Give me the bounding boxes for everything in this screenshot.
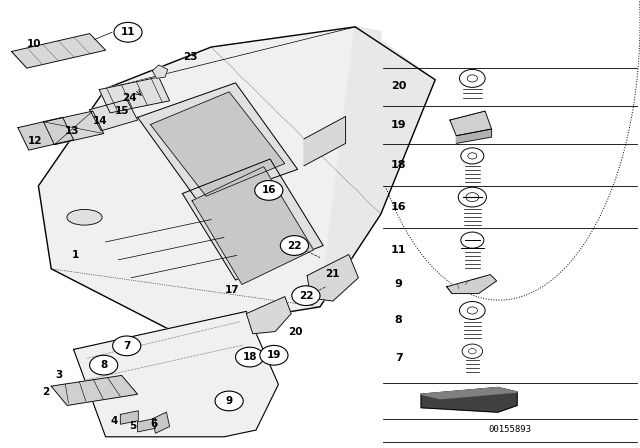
Text: 20: 20 [391, 82, 406, 91]
Polygon shape [152, 65, 168, 78]
Polygon shape [421, 388, 517, 412]
Polygon shape [38, 27, 435, 331]
Polygon shape [74, 311, 278, 437]
Circle shape [236, 347, 264, 367]
Circle shape [468, 349, 476, 354]
Circle shape [292, 286, 320, 306]
Polygon shape [51, 375, 138, 405]
Polygon shape [421, 388, 517, 399]
Polygon shape [99, 77, 170, 113]
Polygon shape [450, 111, 492, 136]
Text: 17: 17 [225, 285, 239, 295]
Text: 2: 2 [42, 387, 50, 397]
Circle shape [260, 345, 288, 365]
Text: 7: 7 [123, 341, 131, 351]
Text: 15: 15 [115, 106, 129, 116]
Polygon shape [90, 99, 138, 131]
Polygon shape [150, 92, 285, 196]
Text: 7: 7 [395, 353, 403, 362]
Polygon shape [304, 116, 346, 166]
Polygon shape [12, 34, 106, 68]
Polygon shape [182, 159, 323, 280]
Text: 8: 8 [100, 360, 108, 370]
Text: 8: 8 [395, 315, 403, 325]
Text: 5: 5 [129, 422, 136, 431]
Text: 00155893: 00155893 [488, 425, 531, 434]
Text: 9: 9 [395, 280, 403, 289]
Polygon shape [447, 275, 497, 293]
Circle shape [468, 153, 477, 159]
Text: 20: 20 [289, 327, 303, 336]
Text: 21: 21 [326, 269, 340, 279]
Circle shape [113, 336, 141, 356]
Text: 19: 19 [391, 120, 406, 129]
Text: 11: 11 [391, 245, 406, 255]
Text: 12: 12 [28, 136, 42, 146]
Circle shape [467, 307, 477, 314]
Text: 19: 19 [267, 350, 281, 360]
Polygon shape [307, 254, 358, 301]
Polygon shape [138, 83, 298, 204]
Circle shape [466, 193, 479, 202]
Text: 16: 16 [262, 185, 276, 195]
Polygon shape [152, 412, 170, 433]
Circle shape [461, 148, 484, 164]
Text: 18: 18 [243, 352, 257, 362]
Text: 23: 23 [184, 52, 198, 62]
Polygon shape [320, 27, 435, 307]
Polygon shape [246, 297, 291, 334]
Circle shape [458, 187, 486, 207]
Polygon shape [18, 117, 74, 150]
Circle shape [255, 181, 283, 200]
Text: 10: 10 [27, 39, 41, 49]
Text: 18: 18 [391, 160, 406, 170]
Polygon shape [192, 167, 314, 284]
Polygon shape [138, 418, 156, 432]
Text: 24: 24 [123, 93, 137, 103]
Text: 16: 16 [391, 202, 406, 212]
Text: 14: 14 [93, 116, 108, 126]
Circle shape [280, 236, 308, 255]
Circle shape [460, 302, 485, 319]
Circle shape [215, 391, 243, 411]
Polygon shape [120, 411, 138, 424]
Text: 22: 22 [299, 291, 313, 301]
Text: 4: 4 [110, 416, 118, 426]
Text: 9: 9 [225, 396, 233, 406]
Text: 22: 22 [287, 241, 301, 250]
Ellipse shape [67, 210, 102, 225]
Text: 6: 6 [150, 419, 157, 429]
Circle shape [461, 232, 484, 248]
Circle shape [467, 75, 477, 82]
Text: 3: 3 [55, 370, 63, 380]
Circle shape [460, 69, 485, 87]
Text: 13: 13 [65, 126, 79, 136]
Circle shape [90, 355, 118, 375]
Polygon shape [44, 111, 104, 145]
Text: 11: 11 [121, 27, 135, 37]
Text: 1: 1 [72, 250, 79, 260]
Circle shape [114, 22, 142, 42]
Polygon shape [456, 129, 492, 143]
Circle shape [462, 344, 483, 358]
